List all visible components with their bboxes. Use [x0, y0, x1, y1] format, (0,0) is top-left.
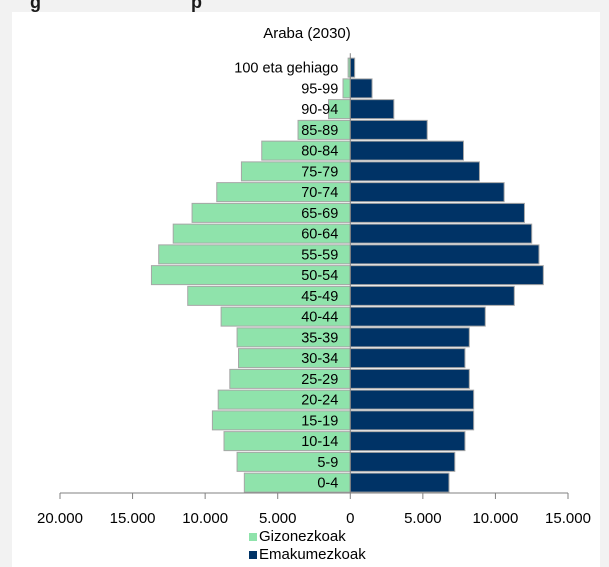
x-tick-label-3: 5.000	[259, 510, 297, 527]
female-bar-20-24	[349, 389, 475, 410]
age-label-70-74: 70-74	[301, 185, 338, 201]
legend-label-0: Gizonezkoak	[259, 528, 346, 545]
bars-group	[150, 57, 544, 493]
age-label-0-4: 0-4	[317, 476, 338, 492]
female-bar-80-84	[349, 140, 464, 161]
female-bar-45-49	[349, 285, 515, 306]
female-bar-55-59	[349, 244, 540, 265]
legend-swatch-1	[249, 551, 257, 559]
female-bar-95-99	[349, 78, 373, 99]
age-label-80-84: 80-84	[301, 144, 338, 160]
female-bar-35-39	[349, 327, 470, 348]
x-tick-label-4: 0	[346, 510, 354, 527]
female-bar-60-64	[349, 223, 533, 244]
female-bar-15-19	[349, 410, 475, 431]
age-label-95-99: 95-99	[301, 81, 338, 97]
female-bar-0-4	[349, 472, 450, 493]
female-bar-30-34	[349, 348, 466, 369]
age-label-55-59: 55-59	[301, 247, 338, 263]
female-bar-5-9	[349, 451, 456, 472]
age-label-100-eta-gehiago: 100 eta gehiago	[234, 61, 338, 77]
female-bar-70-74	[349, 182, 505, 203]
x-tick-label-0: 20.000	[37, 510, 83, 527]
age-labels-group: 0-4 5-9 10-14 15-19 20-24 25-29 30-34 35-39 40-4…	[234, 61, 338, 492]
x-tick-label-1: 15.000	[110, 510, 156, 527]
x-tick-label-7: 15.000	[545, 510, 591, 527]
female-bar-40-44	[349, 306, 486, 327]
age-label-10-14: 10-14	[301, 434, 338, 450]
x-tick-label-5: 5.000	[404, 510, 442, 527]
female-bar-90-94	[349, 99, 395, 120]
female-bar-75-79	[349, 161, 480, 182]
male-bar-95-99	[342, 78, 351, 99]
x-tick-label-6: 10.000	[472, 510, 518, 527]
female-bar-50-54	[349, 265, 544, 286]
age-label-85-89: 85-89	[301, 123, 338, 139]
female-bar-10-14	[349, 431, 466, 452]
female-bar-65-69	[349, 202, 525, 223]
age-label-20-24: 20-24	[301, 393, 338, 409]
age-label-60-64: 60-64	[301, 227, 338, 243]
age-label-75-79: 75-79	[301, 164, 338, 180]
age-label-35-39: 35-39	[301, 330, 338, 346]
age-label-50-54: 50-54	[301, 268, 338, 284]
female-bar-100-eta-gehiago	[349, 57, 356, 78]
age-label-40-44: 40-44	[301, 310, 338, 326]
x-tick-label-2: 10.000	[182, 510, 228, 527]
x-axis: 20.000 15.000 10.000 5.000 0 5.000 10.000 15.00…	[37, 53, 591, 527]
age-label-15-19: 15-19	[301, 413, 338, 429]
female-bar-85-89	[349, 119, 428, 140]
chart-title: Araba (2030)	[263, 25, 351, 42]
legend-swatch-0	[249, 533, 257, 541]
female-bar-25-29	[349, 368, 470, 389]
age-label-90-94: 90-94	[301, 102, 338, 118]
age-label-65-69: 65-69	[301, 206, 338, 222]
age-label-45-49: 45-49	[301, 289, 338, 305]
age-label-25-29: 25-29	[301, 372, 338, 388]
age-label-30-34: 30-34	[301, 351, 338, 367]
legend-label-1: Emakumezkoak	[259, 546, 366, 563]
age-label-5-9: 5-9	[317, 455, 338, 471]
